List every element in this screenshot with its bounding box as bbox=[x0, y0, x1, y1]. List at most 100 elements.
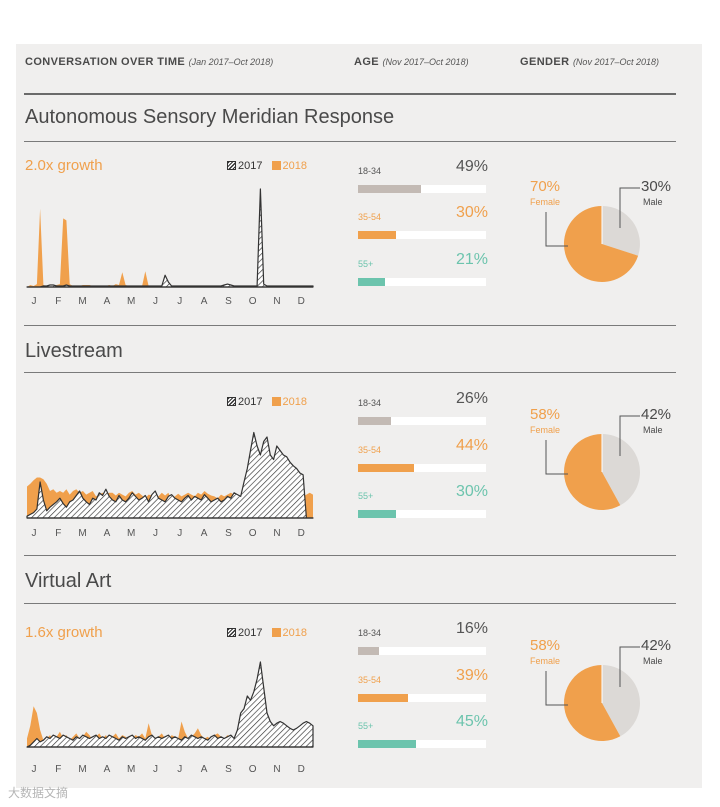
male-leader-line bbox=[619, 415, 640, 456]
month-tick-label: J bbox=[153, 528, 158, 539]
age-bar-fill bbox=[358, 231, 397, 239]
male-percent: 30% bbox=[641, 178, 672, 195]
gender-header-title: GENDER bbox=[520, 56, 570, 68]
age-label: 18-34 bbox=[358, 166, 382, 176]
section-title-asmr: Autonomous Sensory Meridian Response bbox=[25, 106, 395, 128]
age-label: 55+ bbox=[358, 721, 374, 731]
age-row-18-34: 18-34 26% bbox=[358, 390, 488, 428]
legend-2018-swatch bbox=[271, 161, 281, 170]
gender-pie-svg bbox=[545, 187, 640, 282]
section-title-underline bbox=[24, 141, 676, 142]
legend-2017-swatch bbox=[227, 628, 236, 637]
month-tick-label: M bbox=[78, 764, 86, 775]
month-tick-label: J bbox=[177, 764, 182, 775]
age-bar-track bbox=[358, 278, 486, 286]
age-bar-fill bbox=[358, 417, 392, 425]
month-tick-label: S bbox=[225, 764, 232, 775]
chart-legend: 2017 2018 bbox=[227, 396, 307, 408]
age-bar-track bbox=[358, 740, 486, 748]
female-leader-line bbox=[545, 671, 568, 706]
month-tick-label: J bbox=[153, 764, 158, 775]
month-tick-label: A bbox=[104, 296, 111, 307]
age-label: 35-54 bbox=[358, 445, 382, 455]
age-bar-fill bbox=[358, 647, 379, 655]
female-leader-line bbox=[545, 440, 568, 475]
age-bar-track bbox=[358, 417, 486, 425]
age-bar-fill bbox=[358, 740, 416, 748]
legend-2017-swatch bbox=[227, 161, 236, 170]
month-tick-label: A bbox=[201, 528, 208, 539]
series-2017-area bbox=[26, 661, 314, 748]
month-tick-label: F bbox=[55, 528, 61, 539]
male-percent: 42% bbox=[641, 406, 672, 423]
conversation-header-range: (Jan 2017–Oct 2018) bbox=[188, 57, 274, 67]
female-label: Female bbox=[530, 425, 561, 435]
month-tick-label: J bbox=[153, 296, 158, 307]
month-tick-label: M bbox=[127, 296, 135, 307]
female-leader-line bbox=[545, 212, 568, 247]
age-bar-track bbox=[358, 510, 486, 518]
growth-label: 2.0x growth bbox=[25, 157, 103, 174]
age-header-title: AGE bbox=[354, 56, 380, 68]
age-label: 55+ bbox=[358, 491, 374, 501]
month-tick-label: J bbox=[177, 296, 182, 307]
month-tick-label: N bbox=[273, 296, 280, 307]
gender-pie-svg bbox=[545, 415, 640, 510]
pie-slice-female bbox=[563, 434, 621, 510]
age-bar-track bbox=[358, 185, 486, 193]
month-tick-label: A bbox=[104, 528, 111, 539]
male-leader-line bbox=[619, 187, 640, 228]
age-bar-fill bbox=[358, 694, 408, 702]
section-title-underline bbox=[24, 372, 676, 373]
age-bar-track bbox=[358, 464, 486, 472]
conversation-header-title: CONVERSATION OVER TIME bbox=[25, 56, 186, 68]
growth-label: 1.6x growth bbox=[25, 624, 103, 641]
age-row-55-plus: 55+ 30% bbox=[358, 483, 488, 521]
month-tick-label: O bbox=[249, 296, 257, 307]
pie-slice-female bbox=[563, 665, 621, 741]
month-tick-label: N bbox=[273, 764, 280, 775]
age-header-range: (Nov 2017–Oct 2018) bbox=[382, 57, 469, 67]
month-tick-label: F bbox=[55, 764, 61, 775]
male-label: Male bbox=[643, 656, 663, 666]
month-tick-label: A bbox=[201, 764, 208, 775]
section-divider bbox=[24, 555, 676, 556]
legend-2018-swatch bbox=[271, 628, 281, 637]
gender-pie: 70% Female 30% Male bbox=[520, 178, 690, 308]
section-title-livestream: Livestream bbox=[25, 340, 123, 362]
gender-pie-svg bbox=[545, 646, 640, 741]
age-header: AGE (Nov 2017–Oct 2018) bbox=[354, 56, 469, 68]
age-label: 35-54 bbox=[358, 212, 382, 222]
age-percent: 44% bbox=[455, 437, 488, 454]
month-tick-label: F bbox=[55, 296, 61, 307]
chart-legend: 2017 2018 bbox=[227, 627, 307, 639]
gender-pie: 58% Female 42% Male bbox=[520, 637, 690, 767]
age-percent: 39% bbox=[455, 667, 488, 684]
infographic-panel bbox=[16, 44, 702, 788]
age-row-35-54: 35-54 30% bbox=[358, 204, 488, 242]
series-2017-area bbox=[26, 431, 314, 519]
month-tick-label: D bbox=[298, 296, 305, 307]
legend-2017-label: 2017 bbox=[238, 160, 263, 172]
month-tick-label: O bbox=[249, 528, 257, 539]
age-row-55-plus: 55+ 21% bbox=[358, 251, 488, 289]
age-row-55-plus: 55+ 45% bbox=[358, 713, 488, 751]
age-label: 55+ bbox=[358, 259, 374, 269]
month-tick-label: J bbox=[32, 296, 37, 307]
conversation-header: CONVERSATION OVER TIME (Jan 2017–Oct 201… bbox=[25, 56, 273, 68]
series-2017-area bbox=[26, 188, 314, 288]
age-label: 35-54 bbox=[358, 675, 382, 685]
age-label: 18-34 bbox=[358, 398, 382, 408]
age-row-18-34: 18-34 16% bbox=[358, 620, 488, 658]
legend-2018-label: 2018 bbox=[282, 160, 308, 172]
male-percent: 42% bbox=[641, 637, 672, 654]
age-percent: 26% bbox=[455, 390, 488, 407]
female-label: Female bbox=[530, 656, 561, 666]
header-divider bbox=[24, 93, 676, 95]
month-tick-label: J bbox=[177, 528, 182, 539]
legend-2017-swatch bbox=[227, 397, 236, 406]
age-row-18-34: 18-34 49% bbox=[358, 158, 488, 196]
